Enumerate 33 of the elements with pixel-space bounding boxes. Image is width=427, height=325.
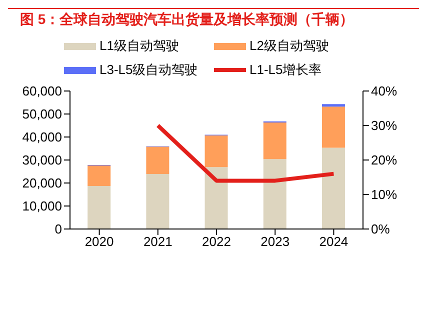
x-tick-label: 2021 <box>143 234 172 250</box>
x-tick-label: 2022 <box>202 234 231 250</box>
bar <box>322 106 345 148</box>
legend-label: L1级自动驾驶 <box>100 37 179 55</box>
y2-tick-label: 10% <box>371 187 398 202</box>
bar <box>322 148 345 229</box>
y2-tick-label: 40% <box>371 84 398 99</box>
y-tick-label: 40,000 <box>22 130 62 145</box>
legend-label: L3-L5级自动驾驶 <box>100 61 198 79</box>
y2-tick-label: 30% <box>371 118 398 134</box>
bar <box>322 104 345 107</box>
bar <box>204 135 228 168</box>
y-tick-label: 30,000 <box>22 152 62 168</box>
y-tick-label: 60,000 <box>22 84 62 99</box>
bar <box>263 159 286 229</box>
bar <box>88 186 111 229</box>
bar <box>146 174 170 229</box>
bar <box>204 167 228 229</box>
x-tick-label: 2024 <box>319 234 348 250</box>
chart-title: 图 5：全球自动驾驶汽车出货量及增长率预测（千辆） <box>8 8 419 29</box>
x-tick-label: 2023 <box>260 234 290 250</box>
bar <box>146 146 170 174</box>
bar <box>88 166 111 186</box>
y-tick-label: 50,000 <box>22 106 62 122</box>
y2-tick-label: 0% <box>371 222 390 237</box>
legend-label: L1-L5增长率 <box>250 61 322 79</box>
bar <box>263 122 286 160</box>
y-tick-label: 10,000 <box>22 198 62 214</box>
y-tick-label: 0 <box>54 222 62 237</box>
y-tick-label: 20,000 <box>22 176 62 191</box>
legend-label: L2级自动驾驶 <box>250 37 329 55</box>
x-tick-label: 2020 <box>84 234 114 250</box>
y2-tick-label: 20% <box>371 152 398 168</box>
